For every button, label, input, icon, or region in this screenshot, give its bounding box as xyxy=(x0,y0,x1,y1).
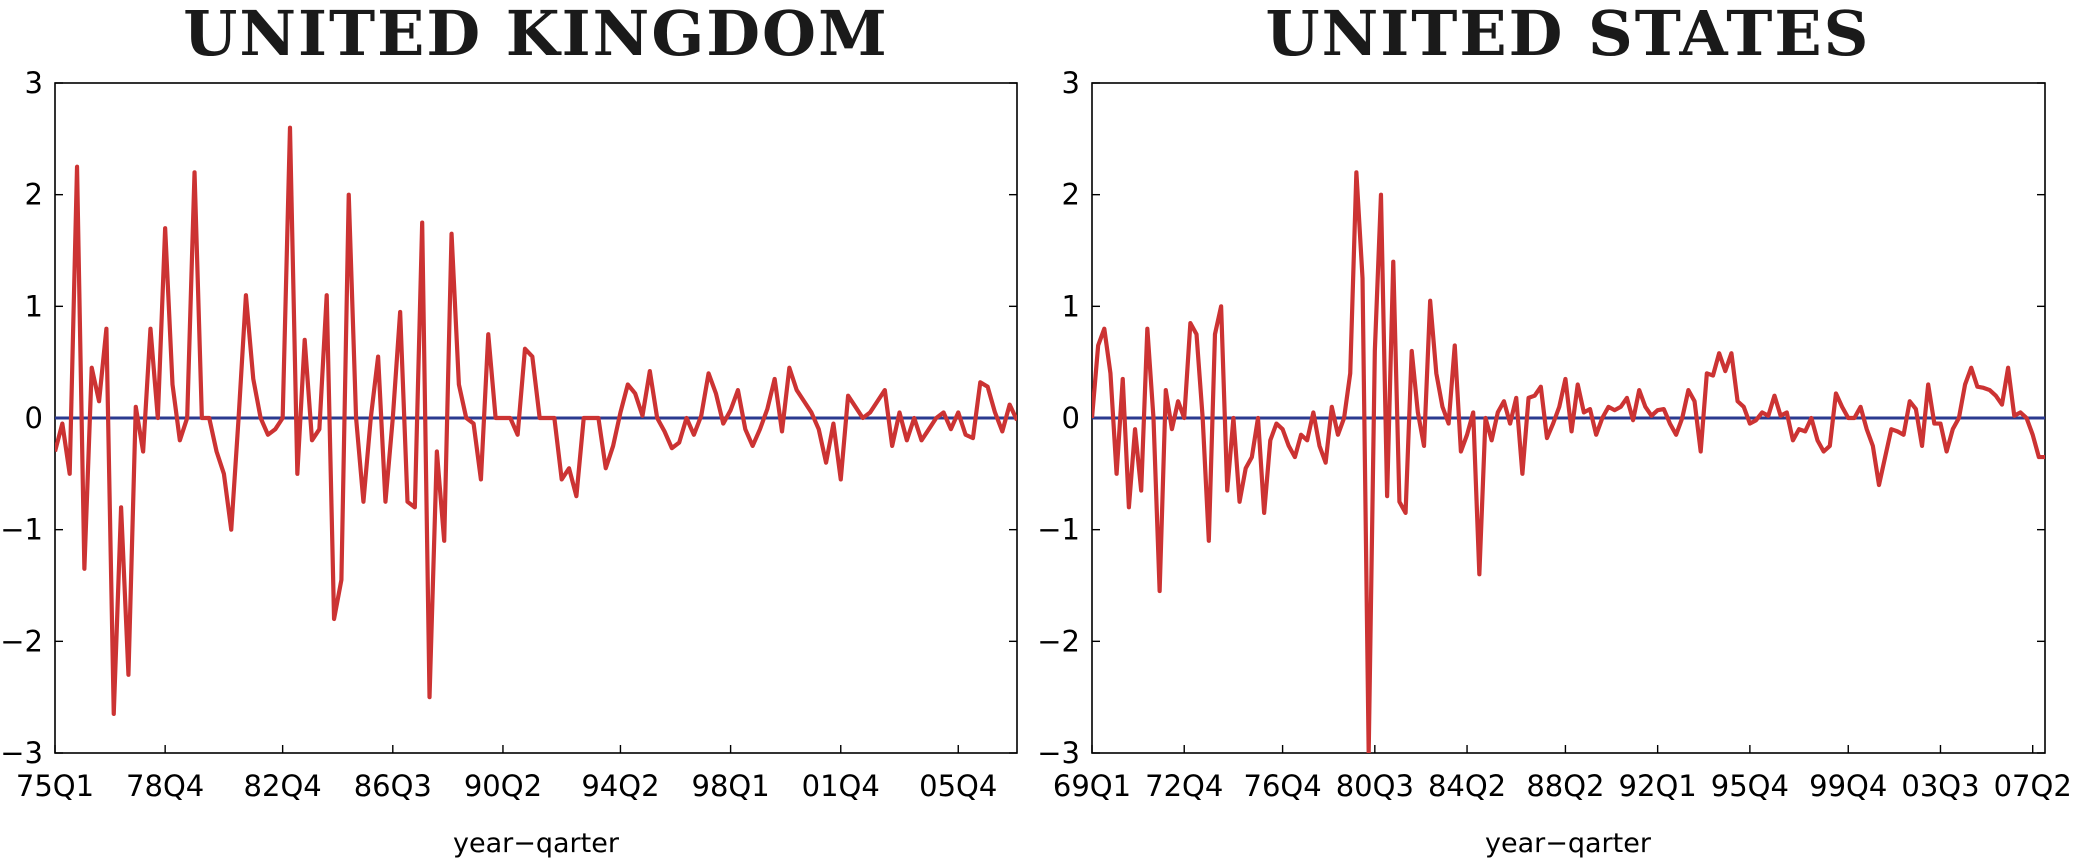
us-ytick-label: 2 xyxy=(1062,178,1080,212)
us-xtick-label: 69Q1 xyxy=(1053,769,1131,803)
uk-ytick-label: 1 xyxy=(25,289,43,323)
uk-ytick-label: 3 xyxy=(25,66,43,100)
uk-x-axis-label: year−qarter xyxy=(453,828,620,859)
uk-xtick-label: 01Q4 xyxy=(802,769,880,803)
uk-ytick-label: −2 xyxy=(0,624,43,658)
uk-series-line xyxy=(55,125,1017,717)
us-xtick-label: 95Q4 xyxy=(1711,769,1789,803)
us-ytick-label: −2 xyxy=(1037,624,1080,658)
uk-xtick-label: 94Q2 xyxy=(581,769,659,803)
us-ytick-label: 3 xyxy=(1062,66,1080,100)
uk-xtick-label: 05Q4 xyxy=(919,769,997,803)
us-ytick-label: −1 xyxy=(1037,513,1080,547)
us-chart-title: UNITED STATES xyxy=(1266,0,1871,70)
us-xtick-label: 99Q4 xyxy=(1809,769,1887,803)
uk-xtick-label: 98Q1 xyxy=(692,769,770,803)
us-ytick-label: −3 xyxy=(1037,736,1080,770)
us-xtick-label: 07Q2 xyxy=(1994,769,2072,803)
us-xtick-label: 80Q3 xyxy=(1336,769,1414,803)
us-xtick-label: 84Q2 xyxy=(1428,769,1506,803)
uk-xtick-label: 82Q4 xyxy=(244,769,322,803)
us-xtick-label: 72Q4 xyxy=(1145,769,1223,803)
us-series-line xyxy=(1092,170,2045,753)
uk-ytick-label: 0 xyxy=(25,401,43,435)
us-xtick-label: 76Q4 xyxy=(1244,769,1322,803)
uk-chart-title: UNITED KINGDOM xyxy=(183,0,888,70)
us-ytick-label: 0 xyxy=(1062,401,1080,435)
us-xtick-label: 03Q3 xyxy=(1901,769,1979,803)
uk-xtick-label: 86Q3 xyxy=(354,769,432,803)
uk-ytick-label: 2 xyxy=(25,178,43,212)
uk-xtick-label: 78Q4 xyxy=(126,769,204,803)
us-xtick-label: 88Q2 xyxy=(1526,769,1604,803)
uk-xtick-label: 90Q2 xyxy=(464,769,542,803)
us-x-axis-label: year−qarter xyxy=(1485,828,1652,859)
uk-ytick-label: −3 xyxy=(0,736,43,770)
us-xtick-label: 92Q1 xyxy=(1619,769,1697,803)
us-ytick-label: 1 xyxy=(1062,289,1080,323)
uk-xtick-label: 75Q1 xyxy=(16,769,94,803)
uk-ytick-label: −1 xyxy=(0,513,43,547)
